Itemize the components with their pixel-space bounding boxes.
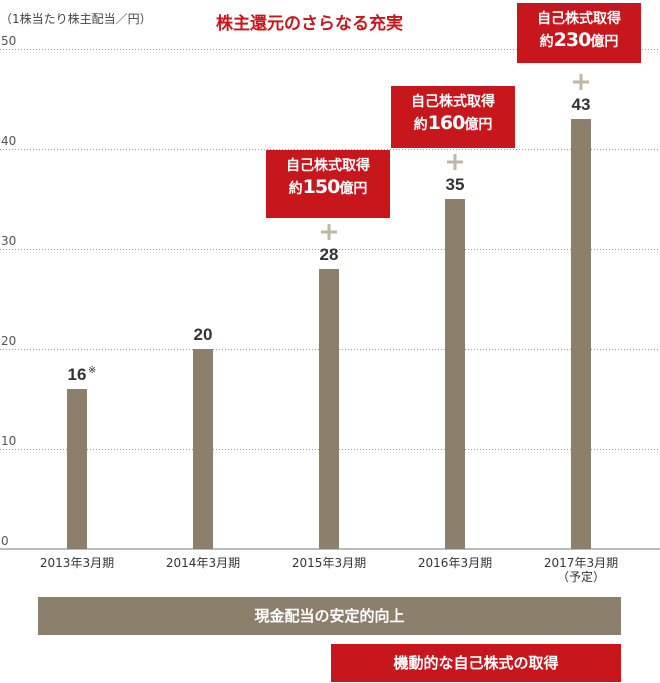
y-tick-label: 50 [1,34,16,48]
x-category-label: 2014年3月期 [166,556,240,570]
bar-value-label: 20 [194,325,213,344]
y-tick-label: 10 [1,434,16,448]
bar-value-label: 35 [446,175,465,194]
callout-amount: 160 [427,112,466,134]
y-tick-label: 20 [1,334,16,348]
callout-prefix: 約 [288,181,303,197]
bar [571,119,591,549]
callout-line1: 自己株式取得 [286,158,370,174]
buyback-policy-band: 機動的な自己株式の取得 [331,644,621,682]
buyback-callout-2016: 自己株式取得 約160億円 [391,86,515,148]
buyback-callout-2015: 自己株式取得 約150億円 [266,150,390,218]
y-tick-label: 0 [1,534,9,548]
callout-prefix: 約 [413,117,428,133]
callout-prefix: 約 [539,34,554,50]
bar [319,269,339,549]
callout-line1: 自己株式取得 [411,94,495,110]
chart-title: 株主還元のさらなる充実 [216,14,403,34]
x-category-label: 2017年3月期 [544,556,618,570]
plus-icon [453,154,457,170]
callout-amount: 150 [302,176,341,198]
y-axis-unit-label: （1株当たり株主配当／円） [0,12,152,26]
dividend-policy-band: 現金配当の安定的向上 [38,597,621,635]
x-category-label: 2013年3月期 [40,556,114,570]
callout-suffix: 億円 [590,34,619,50]
bar [67,389,87,549]
plus-icon [579,74,583,90]
bar-value-label: 28 [320,245,339,264]
y-tick-label: 40 [1,134,16,148]
y-tick-label: 30 [1,234,16,248]
callout-suffix: 億円 [464,117,493,133]
footnote-mark: ※ [88,365,96,376]
plus-icon [327,224,331,240]
callout-suffix: 億円 [339,181,368,197]
callout-amount: 230 [553,29,592,51]
buyback-callout-2017: 自己株式取得 約230億円 [517,3,641,63]
bar [193,349,213,549]
x-category-label: 2016年3月期 [418,556,492,570]
bar [445,199,465,549]
x-category-note: （予定） [557,569,605,584]
bar-value-label: 43 [572,95,591,114]
bar-value-label: 16 [68,365,87,384]
callout-line1: 自己株式取得 [537,11,621,27]
x-category-label: 2015年3月期 [292,556,366,570]
